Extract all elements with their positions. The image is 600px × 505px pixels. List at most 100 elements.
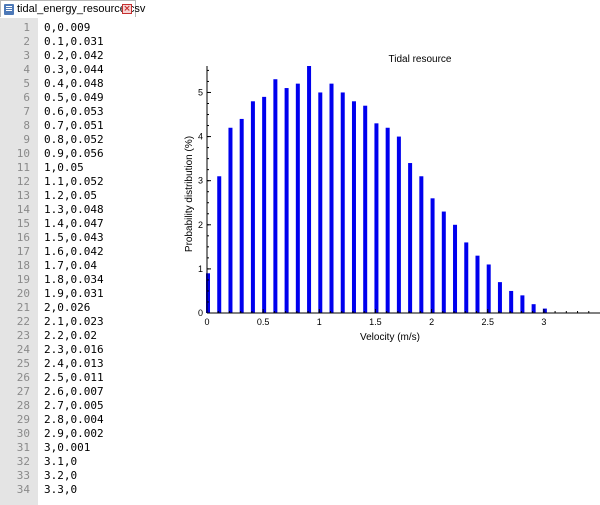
editor-line[interactable]: 16 1.5,0.043 [0,231,200,245]
line-text: 1.2,0.05 [44,189,97,202]
bar [408,163,413,313]
editor-line[interactable]: 34 3.3,0 [0,483,200,497]
editor-line[interactable]: 5 0.4,0.048 [0,77,200,91]
line-number: 25 [16,357,30,370]
editor-line[interactable]: 2 0.1,0.031 [0,35,200,49]
line-text: 0.1,0.031 [44,35,104,48]
editor-line[interactable]: 7 0.6,0.053 [0,105,200,119]
line-number: 1 [23,21,30,34]
bar [228,127,233,313]
line-text: 2.8,0.004 [44,413,104,426]
editor-line[interactable]: 18 1.7,0.04 [0,259,200,273]
editor-line[interactable]: 3 0.2,0.042 [0,49,200,63]
editor-line[interactable]: 28 2.7,0.005 [0,399,200,413]
editor-line[interactable]: 14 1.3,0.048 [0,203,200,217]
editor-line[interactable]: 17 1.6,0.042 [0,245,200,259]
bar [273,79,278,313]
line-text: 2.7,0.005 [44,399,104,412]
line-number: 10 [16,147,30,160]
tab-csv-file[interactable]: tidal_energy_resource.csv × [0,0,145,17]
line-text: 1.6,0.042 [44,245,104,258]
editor-line[interactable]: 6 0.5,0.049 [0,91,200,105]
line-text: 0.4,0.048 [44,77,104,90]
bar [262,96,267,313]
line-text: 1.5,0.043 [44,231,104,244]
editor-line[interactable]: 12 1.1,0.052 [0,175,200,189]
editor-line[interactable]: 22 2.1,0.023 [0,315,200,329]
line-text: 1.1,0.052 [44,175,104,188]
line-number: 13 [16,189,30,202]
editor-line[interactable]: 20 1.9,0.031 [0,287,200,301]
close-icon[interactable]: × [122,4,132,14]
line-number: 14 [16,203,30,216]
bar [217,176,222,313]
editor-line[interactable]: 27 2.6,0.007 [0,385,200,399]
bar [318,92,323,314]
x-tick-label: 0 [204,317,209,327]
line-text: 2.3,0.016 [44,343,104,356]
line-text: 1.4,0.047 [44,217,104,230]
editor-line[interactable]: 21 2,0.026 [0,301,200,315]
x-tick-label: 2.5 [481,317,494,327]
y-tick-label: 1 [198,264,203,274]
line-number: 9 [23,133,30,146]
bar [363,105,368,313]
editor-line[interactable]: 31 3,0.001 [0,441,200,455]
line-text: 2.1,0.023 [44,315,104,328]
bar [441,211,446,313]
line-number-gutter [0,18,38,505]
editor-line[interactable]: 11 1,0.05 [0,161,200,175]
editor-line[interactable]: 32 3.1,0 [0,455,200,469]
line-number: 20 [16,287,30,300]
line-number: 29 [16,413,30,426]
editor-line[interactable]: 1 0,0.009 [0,21,200,35]
line-number: 22 [16,315,30,328]
line-text: 2.4,0.013 [44,357,104,370]
y-tick-label: 4 [198,132,203,142]
editor-line[interactable]: 25 2.4,0.013 [0,357,200,371]
editor-line[interactable]: 33 3.2,0 [0,469,200,483]
line-number: 4 [23,63,30,76]
editor-line[interactable]: 15 1.4,0.047 [0,217,200,231]
line-number: 23 [16,329,30,342]
line-number: 18 [16,259,30,272]
line-number: 27 [16,385,30,398]
line-text: 0,0.009 [44,21,91,34]
y-tick-label: 3 [198,176,203,186]
bar [250,101,255,313]
line-text: 0.7,0.051 [44,119,104,132]
bar [396,136,401,313]
bar [475,255,480,313]
editor-line[interactable]: 10 0.9,0.056 [0,147,200,161]
editor-line[interactable]: 23 2.2,0.02 [0,329,200,343]
line-number: 5 [23,77,30,90]
editor-line[interactable]: 4 0.3,0.044 [0,63,200,77]
line-text: 3.2,0 [44,469,78,482]
y-axis-label: Probability distribution (%) [184,136,195,252]
bar [206,273,210,313]
tab-bar: tidal_energy_resource.csv × [0,0,600,18]
editor-line[interactable]: 8 0.7,0.051 [0,119,200,133]
bar [430,198,435,313]
line-number: 6 [23,91,30,104]
x-tick-label: 1 [317,317,322,327]
editor-line[interactable]: 30 2.9,0.002 [0,427,200,441]
line-text: 0.8,0.052 [44,133,104,146]
editor-line[interactable]: 29 2.8,0.004 [0,413,200,427]
bar [497,282,502,314]
x-tick-label: 3 [541,317,546,327]
line-number: 8 [23,119,30,132]
editor-line[interactable]: 24 2.3,0.016 [0,343,200,357]
text-editor[interactable]: 1 0,0.009 2 0.1,0.031 3 0.2,0.042 4 0.3,0.044 5 0… [0,18,600,505]
bar [307,66,312,313]
bar [531,304,536,313]
bar [464,242,469,313]
editor-line[interactable]: 13 1.2,0.05 [0,189,200,203]
line-text: 1.9,0.031 [44,287,104,300]
tidal-resource-chart: Tidal resource 0 0.5 1 1.5 2 2.5 3 0 1 2 3 4 5 Veloc… [184,54,600,343]
editor-line[interactable]: 19 1.8,0.034 [0,273,200,287]
editor-line[interactable]: 26 2.5,0.011 [0,371,200,385]
editor-line[interactable]: 9 0.8,0.052 [0,133,200,147]
line-text: 2,0.026 [44,301,91,314]
line-number: 31 [16,441,30,454]
